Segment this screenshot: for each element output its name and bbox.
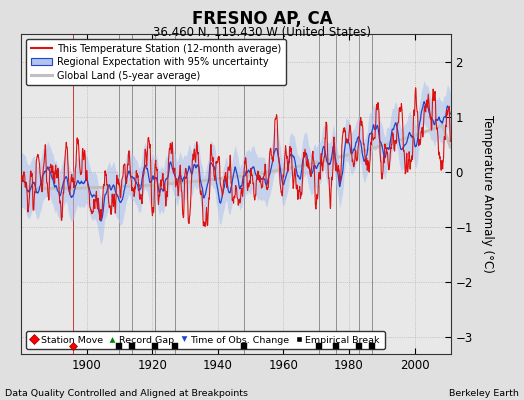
Text: Data Quality Controlled and Aligned at Breakpoints: Data Quality Controlled and Aligned at B… [5,389,248,398]
Text: 36.460 N, 119.430 W (United States): 36.460 N, 119.430 W (United States) [153,26,371,39]
Y-axis label: Temperature Anomaly (°C): Temperature Anomaly (°C) [481,115,494,273]
Text: Berkeley Earth: Berkeley Earth [449,389,519,398]
Text: FRESNO AP, CA: FRESNO AP, CA [192,10,332,28]
Legend: Station Move, Record Gap, Time of Obs. Change, Empirical Break: Station Move, Record Gap, Time of Obs. C… [26,331,385,349]
